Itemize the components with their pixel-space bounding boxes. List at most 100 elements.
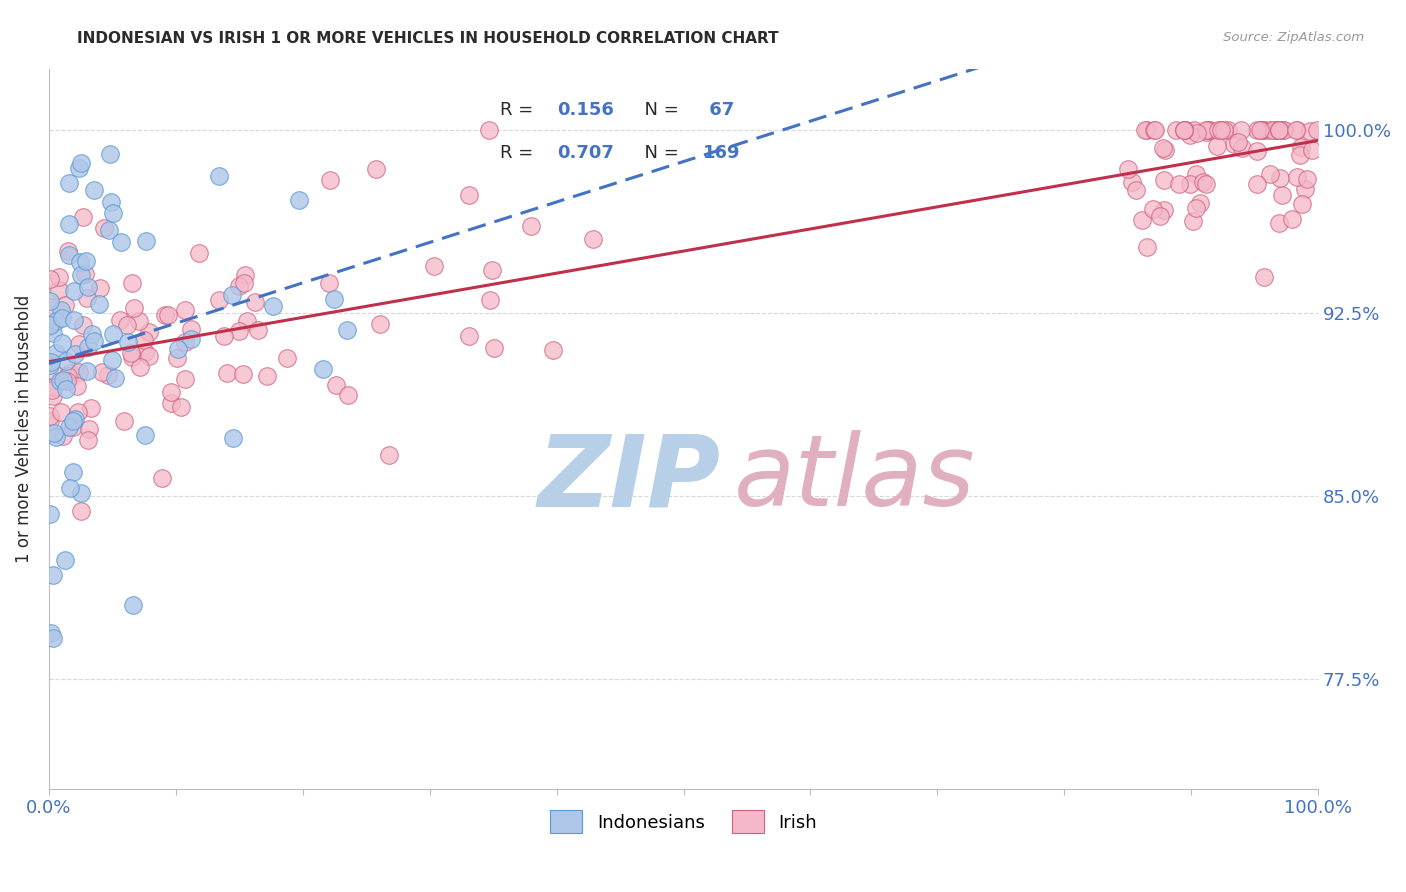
Point xyxy=(1271,187,1294,202)
Point xyxy=(370,317,392,331)
Point xyxy=(51,310,73,325)
Point xyxy=(1285,122,1308,136)
Point xyxy=(160,396,183,410)
Point xyxy=(378,448,401,462)
Point xyxy=(138,326,160,340)
Point xyxy=(337,388,360,402)
Point xyxy=(63,346,86,360)
Point xyxy=(42,380,65,394)
Point xyxy=(66,379,89,393)
Point xyxy=(1175,122,1198,136)
Point xyxy=(1212,122,1234,136)
Point xyxy=(108,313,131,327)
Point xyxy=(51,335,73,350)
Text: 0.156: 0.156 xyxy=(557,101,613,119)
Point xyxy=(481,262,503,277)
Point xyxy=(39,414,62,428)
Point xyxy=(1136,122,1159,136)
Point xyxy=(1246,122,1268,136)
Point xyxy=(1116,162,1139,177)
Point xyxy=(1173,122,1195,136)
Point xyxy=(121,350,143,364)
Point xyxy=(1153,143,1175,157)
Point xyxy=(235,268,257,282)
Point xyxy=(1164,122,1187,136)
Point xyxy=(65,412,87,426)
Point xyxy=(41,631,63,645)
Point xyxy=(58,217,80,231)
Point xyxy=(243,294,266,309)
Point xyxy=(39,358,62,372)
Point xyxy=(482,341,505,355)
Point xyxy=(1206,122,1229,136)
Point xyxy=(67,404,90,418)
Point xyxy=(112,414,135,428)
Point xyxy=(77,340,100,354)
Point xyxy=(288,193,311,207)
Point xyxy=(97,368,120,382)
Point xyxy=(45,429,67,443)
Point xyxy=(159,384,181,399)
Point xyxy=(1216,122,1239,136)
Point xyxy=(236,313,259,327)
Point xyxy=(41,383,63,397)
Point xyxy=(98,223,121,237)
Point xyxy=(58,244,80,258)
Point xyxy=(1253,122,1275,136)
Point xyxy=(101,326,124,341)
Point xyxy=(1136,240,1159,254)
Point xyxy=(1206,139,1229,153)
Text: atlas: atlas xyxy=(734,431,976,527)
Point xyxy=(45,314,67,328)
Point xyxy=(48,270,70,285)
Point xyxy=(262,299,284,313)
Point xyxy=(1199,122,1222,136)
Text: R =: R = xyxy=(499,145,538,162)
Point xyxy=(39,318,62,332)
Point xyxy=(1195,122,1218,136)
Point xyxy=(1306,122,1329,136)
Point xyxy=(93,221,115,235)
Point xyxy=(233,276,256,290)
Point xyxy=(42,389,65,403)
Point xyxy=(52,428,75,442)
Point xyxy=(79,401,101,415)
Point xyxy=(1267,122,1289,136)
Point xyxy=(76,291,98,305)
Point xyxy=(1188,195,1211,210)
Point xyxy=(52,373,75,387)
Point xyxy=(80,327,103,342)
Point xyxy=(1268,122,1291,136)
Point xyxy=(318,276,340,290)
Point xyxy=(39,355,62,369)
Point xyxy=(58,368,80,383)
Point xyxy=(1153,203,1175,218)
Point xyxy=(69,268,91,283)
Text: INDONESIAN VS IRISH 1 OR MORE VEHICLES IN HOUSEHOLD CORRELATION CHART: INDONESIAN VS IRISH 1 OR MORE VEHICLES I… xyxy=(77,31,779,46)
Point xyxy=(129,360,152,375)
Point xyxy=(134,428,156,442)
Point xyxy=(541,343,564,358)
Point xyxy=(67,161,90,175)
Point xyxy=(217,366,239,380)
Point xyxy=(212,329,235,343)
Point xyxy=(1178,178,1201,192)
Point xyxy=(77,422,100,436)
Text: 0.707: 0.707 xyxy=(557,145,613,162)
Point xyxy=(180,322,202,336)
Point xyxy=(1249,122,1271,136)
Text: R =: R = xyxy=(499,101,538,119)
Point xyxy=(49,405,72,419)
Point xyxy=(49,303,72,318)
Point xyxy=(122,301,145,315)
Point xyxy=(53,552,76,566)
Point xyxy=(1291,197,1313,211)
Point xyxy=(170,400,193,414)
Point xyxy=(1173,122,1195,136)
Point xyxy=(91,365,114,379)
Point xyxy=(75,254,97,268)
Point xyxy=(322,292,344,306)
Point xyxy=(520,219,543,233)
Point xyxy=(122,599,145,613)
Point xyxy=(1149,209,1171,223)
